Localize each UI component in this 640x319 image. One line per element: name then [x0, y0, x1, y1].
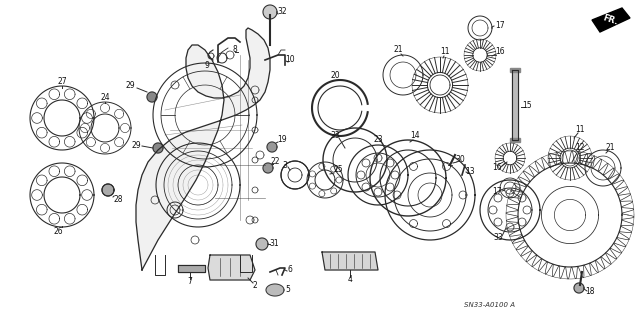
Text: 26: 26 [53, 227, 63, 236]
Text: 21: 21 [605, 144, 615, 152]
Polygon shape [178, 265, 205, 272]
Text: 12: 12 [575, 144, 585, 152]
Text: 29: 29 [131, 140, 141, 150]
Polygon shape [263, 5, 277, 19]
Text: 16: 16 [492, 164, 502, 173]
Text: 25: 25 [333, 166, 343, 174]
Text: 32: 32 [277, 8, 287, 17]
Text: 7: 7 [188, 278, 193, 286]
Polygon shape [208, 255, 255, 280]
Text: 21: 21 [393, 46, 403, 55]
Text: 18: 18 [585, 287, 595, 296]
Text: 16: 16 [495, 48, 505, 56]
Text: 27: 27 [57, 78, 67, 86]
Text: 30: 30 [455, 155, 465, 165]
Text: 14: 14 [410, 130, 420, 139]
Text: 20: 20 [330, 71, 340, 80]
Polygon shape [136, 28, 270, 270]
Text: 33: 33 [493, 234, 503, 242]
Text: 11: 11 [575, 125, 585, 135]
Polygon shape [510, 138, 520, 142]
Text: 19: 19 [277, 136, 287, 145]
Text: 17: 17 [495, 20, 505, 29]
Text: 3: 3 [283, 160, 287, 169]
Text: 11: 11 [440, 48, 450, 56]
Text: 9: 9 [205, 61, 209, 70]
Text: 28: 28 [113, 196, 123, 204]
Polygon shape [592, 8, 630, 32]
Polygon shape [267, 142, 277, 152]
Polygon shape [102, 184, 114, 196]
Text: 22: 22 [270, 158, 280, 167]
Text: 29: 29 [125, 80, 135, 90]
Text: 2: 2 [253, 280, 257, 290]
Polygon shape [266, 284, 284, 296]
Text: FR.: FR. [601, 13, 619, 27]
Polygon shape [256, 238, 268, 250]
Text: 24: 24 [100, 93, 110, 102]
Polygon shape [153, 143, 163, 153]
Text: 5: 5 [285, 286, 291, 294]
Polygon shape [281, 161, 309, 189]
Text: 8: 8 [232, 46, 237, 55]
Text: 33: 33 [330, 130, 340, 139]
Polygon shape [263, 163, 273, 173]
Polygon shape [510, 68, 520, 72]
Text: 10: 10 [285, 56, 295, 64]
Text: 15: 15 [522, 100, 532, 109]
Text: SN33-A0100 A: SN33-A0100 A [465, 302, 515, 308]
Polygon shape [147, 92, 157, 102]
Text: 6: 6 [287, 265, 292, 275]
Polygon shape [512, 70, 518, 140]
Polygon shape [322, 252, 378, 270]
Polygon shape [574, 283, 584, 293]
Text: 13: 13 [465, 167, 475, 176]
Text: 31: 31 [269, 240, 279, 249]
Text: 17: 17 [492, 188, 502, 197]
Text: 4: 4 [348, 276, 353, 285]
Text: 23: 23 [373, 136, 383, 145]
